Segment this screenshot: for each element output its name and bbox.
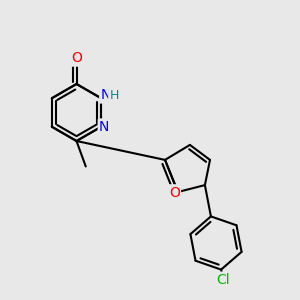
Text: N: N <box>100 88 111 102</box>
Text: N: N <box>99 120 110 134</box>
Text: Cl: Cl <box>216 273 230 287</box>
Text: H: H <box>110 89 119 102</box>
Text: O: O <box>71 51 82 65</box>
Text: O: O <box>169 186 180 200</box>
